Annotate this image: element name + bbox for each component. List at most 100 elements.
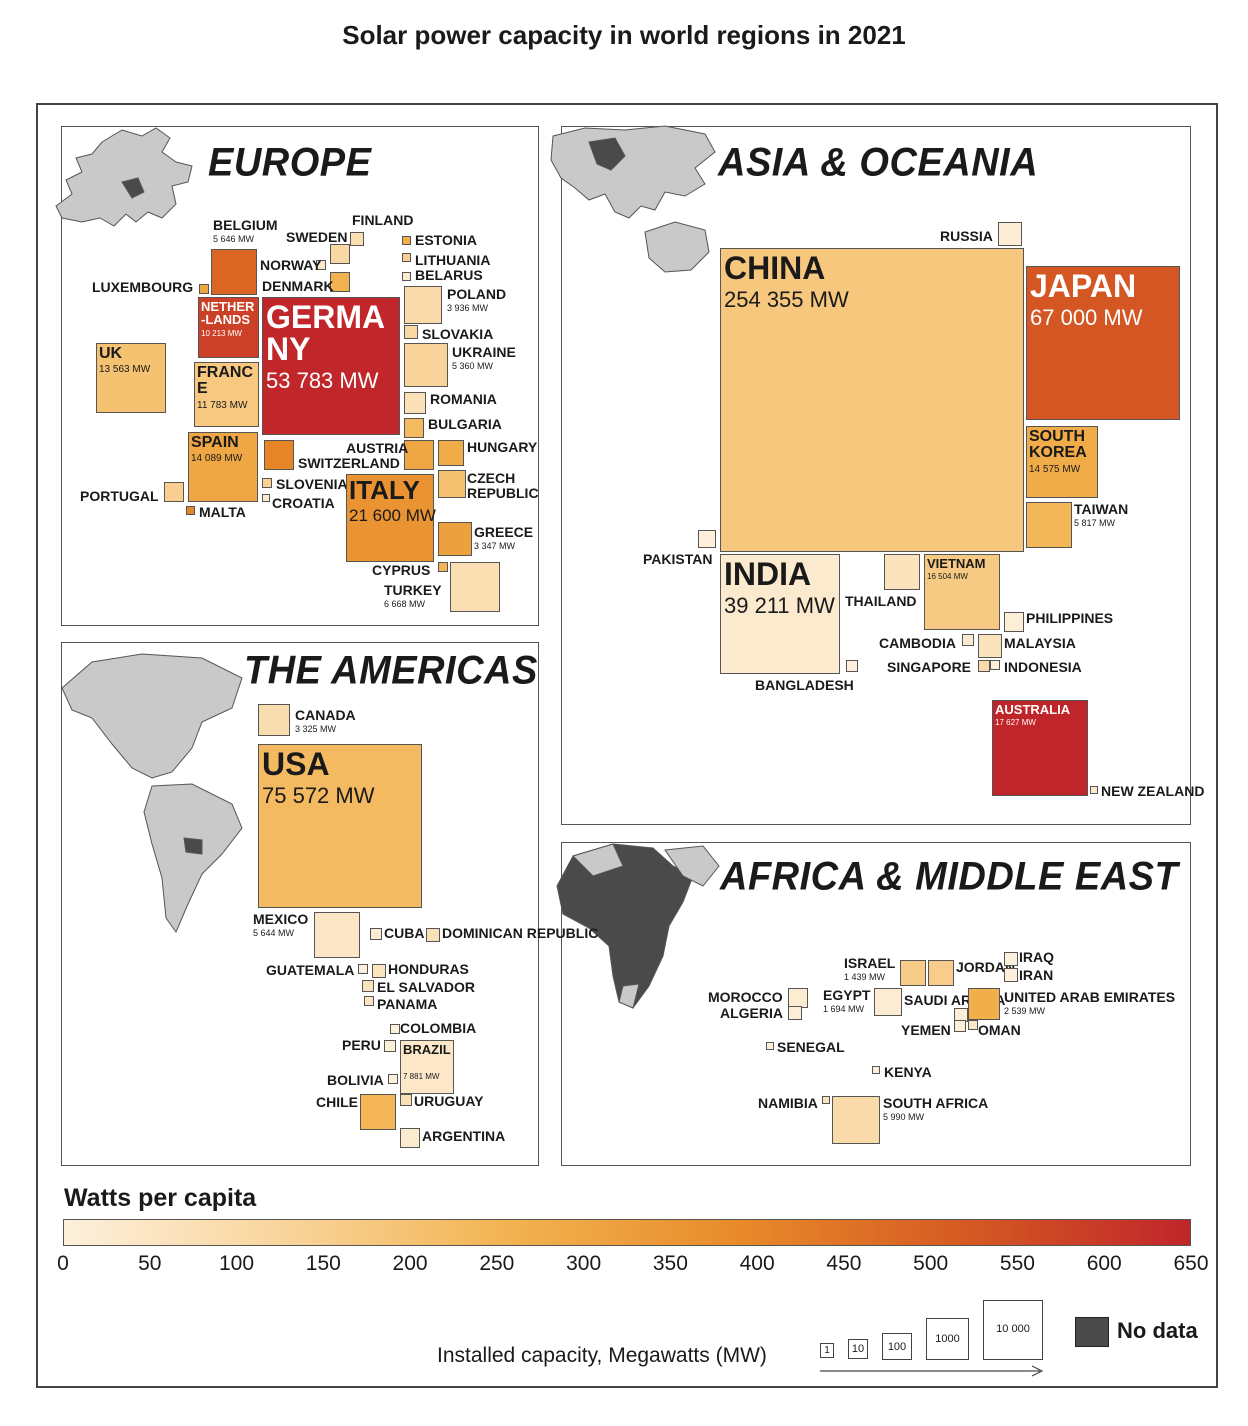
country-square-philippines	[1004, 612, 1024, 632]
country-label-singapore: SINGAPORE	[887, 659, 972, 675]
country-capacity-south-korea: 14 575 MW	[1029, 463, 1081, 475]
country-square-austria	[404, 440, 434, 470]
country-square-sweden	[330, 244, 350, 264]
country-capacity-spain: 14 089 MW	[191, 453, 243, 465]
country-label-uk: UK	[99, 345, 123, 362]
capacity-box-10000: 10 000	[983, 1300, 1043, 1360]
scale-tick-100: 100	[219, 1252, 255, 1275]
country-square-thailand	[884, 554, 920, 590]
country-label-hungary: HUNGARY	[467, 439, 538, 455]
country-label-bolivia: BOLIVIA	[327, 1072, 384, 1088]
country-square-slovenia	[262, 478, 272, 488]
country-label-jordan: JORDAN	[956, 959, 1016, 975]
country-square-spain	[188, 432, 258, 502]
country-square-united-arab-emirates	[968, 988, 1000, 1020]
country-square-cuba	[370, 928, 382, 940]
country-label-sweden: SWEDEN	[286, 229, 348, 245]
country-label-dominican-republic: DOMINICAN REPUBLIC	[442, 925, 599, 941]
country-label-luxembourg: LUXEMBOURG	[92, 279, 194, 295]
country-label-switzerland: SWITZERLAND	[298, 455, 400, 471]
country-square-bangladesh	[846, 660, 858, 672]
country-square-guatemala	[358, 964, 368, 974]
country-square-bulgaria	[404, 418, 424, 438]
country-square-algeria	[788, 1006, 802, 1020]
country-square-colombia	[390, 1024, 400, 1034]
no-data-label: No data	[1117, 1318, 1198, 1343]
country-square-greece	[438, 522, 472, 556]
scale-tick-450: 450	[826, 1252, 862, 1275]
country-square-poland	[404, 286, 442, 324]
country-label-iran: IRAN	[1019, 967, 1054, 983]
country-label-guatemala: GUATEMALA	[266, 962, 355, 978]
country-label-egypt: EGYPT	[823, 987, 871, 1003]
country-square-ukraine	[404, 343, 448, 387]
country-square-russia	[998, 222, 1022, 246]
country-capacity-italy: 21 600 MW	[349, 505, 436, 525]
country-square-indonesia	[990, 660, 1000, 670]
country-label-japan: JAPAN	[1030, 268, 1137, 304]
country-label-kenya: KENYA	[884, 1064, 932, 1080]
country-square-namibia	[822, 1096, 830, 1104]
country-square-usa	[258, 744, 422, 908]
country-square-canada	[258, 704, 290, 736]
country-square-iraq	[1004, 952, 1018, 966]
europe-locator-map	[55, 127, 193, 227]
country-label-china: CHINA	[724, 250, 826, 286]
country-label-honduras: HONDURAS	[388, 961, 469, 977]
country-capacity-usa: 75 572 MW	[262, 782, 375, 808]
country-square-israel	[900, 960, 926, 986]
country-label-mexico: MEXICO	[253, 911, 309, 927]
country-capacity-canada: 3 325 MW	[295, 724, 337, 734]
country-capacity-mexico: 5 644 MW	[253, 928, 295, 938]
country-label-nether-lands: NETHER-LANDS	[201, 299, 255, 327]
country-label-south-korea: SOUTH KOREA	[1029, 428, 1087, 461]
country-label-bangladesh: BANGLADESH	[755, 677, 854, 693]
country-capacity-germany: 53 783 MW	[266, 368, 379, 394]
scale-tick-200: 200	[392, 1252, 428, 1275]
country-label-norway: NORWAY	[260, 257, 322, 273]
country-label-united-arab-emirates: UNITED ARAB EMIRATES	[1004, 989, 1176, 1005]
country-label-finland: FINLAND	[352, 212, 414, 228]
country-capacity-uk: 13 563 MW	[99, 364, 151, 376]
country-label-austria: AUSTRIA	[346, 440, 409, 456]
country-square-cambodia	[962, 634, 974, 646]
country-label-namibia: NAMIBIA	[758, 1095, 818, 1111]
country-square-slovakia	[404, 325, 418, 339]
country-label-spain: SPAIN	[191, 434, 239, 451]
country-square-cyprus	[438, 562, 448, 572]
country-square-argentina	[400, 1128, 420, 1148]
country-label-slovakia: SLOVAKIA	[422, 326, 494, 342]
country-label-ukraine: UKRAINE	[452, 344, 516, 360]
country-label-oman: OMAN	[978, 1022, 1021, 1038]
country-square-australia	[992, 700, 1088, 796]
country-capacity-nether-lands: 10 213 MW	[201, 328, 242, 338]
country-label-uruguay: URUGUAY	[414, 1093, 484, 1109]
country-label-panama: PANAMA	[377, 996, 438, 1012]
country-capacity-taiwan: 5 817 MW	[1074, 518, 1116, 528]
country-label-pakistan: PAKISTAN	[643, 551, 713, 567]
country-square-belarus	[402, 272, 411, 281]
country-label-algeria: ALGERIA	[720, 1005, 783, 1021]
scale-tick-500: 500	[913, 1252, 949, 1275]
country-square-brazil	[400, 1040, 454, 1094]
country-label-malaysia: MALAYSIA	[1004, 635, 1076, 651]
country-square-india	[720, 554, 840, 674]
country-capacity-belgium: 5 646 MW	[213, 234, 255, 244]
country-label-indonesia: INDONESIA	[1004, 659, 1082, 675]
country-label-cambodia: CAMBODIA	[879, 635, 956, 651]
panel-title-africa: AFRICA & MIDDLE EAST	[720, 854, 1179, 900]
country-square-malta	[186, 506, 195, 515]
country-capacity-united-arab-emirates: 2 539 MW	[1004, 1006, 1046, 1016]
country-label-portugal: PORTUGAL	[80, 488, 159, 504]
americas-locator-map	[61, 653, 243, 934]
country-label-greece: GREECE	[474, 524, 534, 540]
legend-title: Watts per capita	[64, 1184, 257, 1212]
country-square-croatia	[262, 494, 270, 502]
country-square-lithuania	[402, 253, 411, 262]
country-square-egypt	[874, 988, 902, 1016]
capacity-legend-label: Installed capacity, Megawatts (MW)	[437, 1344, 767, 1367]
country-square-kenya	[872, 1066, 880, 1074]
country-label-thailand: THAILAND	[845, 593, 917, 609]
panel-title-americas: THE AMERICAS	[244, 648, 538, 694]
country-square-norway	[316, 260, 326, 270]
